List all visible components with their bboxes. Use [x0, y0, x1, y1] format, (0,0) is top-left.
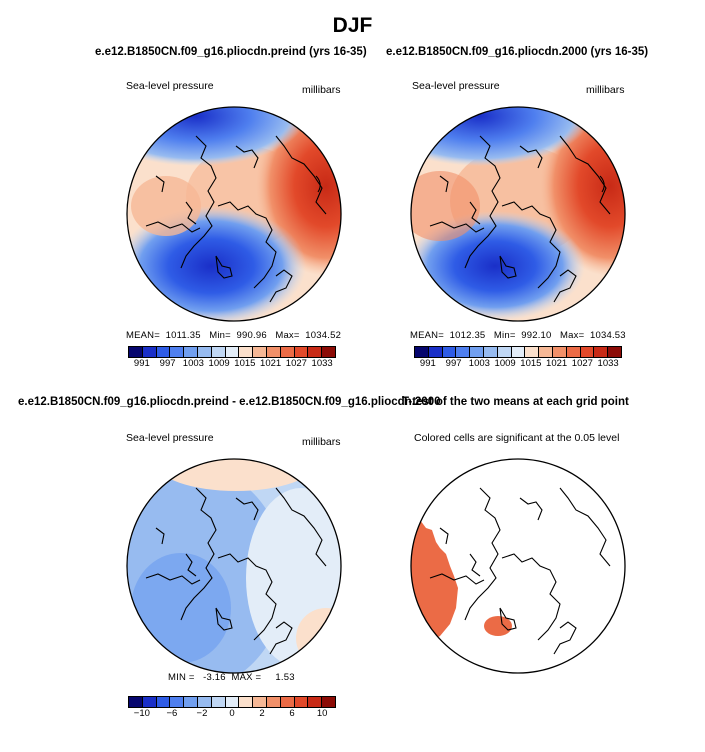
significance-note: Colored cells are significant at the 0.0…: [414, 432, 620, 444]
stats-plio2000: MEAN= 1012.35 Min= 992.10 Max= 1034.53: [410, 330, 626, 341]
colorbar-swatches-preind: [128, 346, 336, 358]
panel-title-ttest: T-test of the two means at each grid poi…: [402, 396, 629, 408]
colorbar-swatch: [170, 697, 185, 707]
colorbar-swatch: [239, 697, 254, 707]
colorbar-swatch: [211, 697, 226, 707]
colorbar-swatch: [239, 347, 254, 357]
colorbar-swatch: [253, 347, 267, 357]
colorbar-label: 991: [419, 358, 436, 369]
colorbar-label: 1003: [182, 358, 204, 369]
colorbar-labels-preind: 991 997 1003 1009 1015 1021 1027 1033: [128, 358, 336, 370]
colorbar-swatch: [483, 347, 498, 357]
colorbar-swatch: [294, 697, 309, 707]
stats-diff: MIN = -3.16 MAX = 1.53: [168, 672, 295, 683]
figure-title: DJF: [332, 14, 373, 37]
colorbar-label: 1015: [234, 358, 256, 369]
colorbar-label: 0: [229, 708, 235, 719]
colorbar-swatch: [129, 347, 143, 357]
colorbar-label: 1027: [285, 358, 307, 369]
variable-label-diff: Sea-level pressure: [126, 432, 214, 444]
colorbar-label: 1003: [468, 358, 490, 369]
panel-title-plio2000: e.e12.B1850CN.f09_g16.pliocdn.2000 (yrs …: [386, 46, 649, 58]
units-label-preind: millibars: [302, 84, 341, 96]
colorbar-label: 2: [259, 708, 265, 719]
colorbar-swatch: [552, 347, 567, 357]
colorbar-swatch: [470, 347, 484, 357]
colorbar-plio2000: 991 997 1003 1009 1015 1021 1027 1033: [414, 346, 622, 370]
colorbar-swatch: [142, 347, 157, 357]
panel-title-diff: e.e12.B1850CN.f09_g16.pliocdn.preind - e…: [18, 396, 441, 408]
colorbar-swatch: [253, 697, 267, 707]
significant-region-south: [484, 616, 512, 636]
colorbar-label: 1009: [494, 358, 516, 369]
colorbar-swatch: [415, 347, 429, 357]
colorbar-swatch: [225, 347, 240, 357]
colorbar-label: −2: [196, 708, 208, 719]
colorbar-swatch: [442, 347, 457, 357]
colorbar-swatch: [184, 697, 198, 707]
colorbar-swatches-diff: [128, 696, 336, 708]
colorbar-swatch: [428, 347, 443, 357]
stats-preind: MEAN= 1011.35 Min= 990.96 Max= 1034.52: [126, 330, 342, 341]
colorbar-swatch: [511, 347, 526, 357]
colorbar-label: 6: [289, 708, 295, 719]
colorbar-swatch: [294, 347, 309, 357]
colorbar-label: 1021: [546, 358, 568, 369]
colorbar-label: 1027: [571, 358, 593, 369]
colorbar-swatch: [308, 697, 323, 707]
colorbar-label: −6: [166, 708, 178, 719]
colorbar-swatch: [580, 347, 595, 357]
colorbar-swatch: [497, 347, 512, 357]
colorbar-swatch: [129, 697, 143, 707]
colorbar-labels-plio2000: 991 997 1003 1009 1015 1021 1027 1033: [414, 358, 622, 370]
colorbar-swatch: [156, 697, 171, 707]
colorbar-swatch: [266, 697, 281, 707]
colorbar-swatch: [308, 347, 323, 357]
colorbar-label: 997: [159, 358, 176, 369]
panel-title-preind: e.e12.B1850CN.f09_g16.pliocdn.preind (yr…: [95, 46, 367, 58]
colorbar-label: −10: [133, 708, 150, 719]
colorbar-label: 1021: [260, 358, 282, 369]
colorbar-swatch: [525, 347, 540, 357]
map-ttest: [410, 458, 626, 674]
colorbar-label: 10: [316, 708, 328, 719]
colorbar-swatch: [184, 347, 198, 357]
units-label-diff: millibars: [302, 436, 341, 448]
colorbar-swatches-plio2000: [414, 346, 622, 358]
variable-label-plio2000: Sea-level pressure: [412, 80, 500, 92]
colorbar-label: 991: [133, 358, 150, 369]
colorbar-swatch: [539, 347, 553, 357]
colorbar-swatch: [280, 697, 295, 707]
colorbar-swatch: [322, 697, 335, 707]
variable-label-preind: Sea-level pressure: [126, 80, 214, 92]
colorbar-preind: 991 997 1003 1009 1015 1021 1027 1033: [128, 346, 336, 370]
colorbar-swatch: [197, 697, 212, 707]
map-diff: [126, 458, 342, 674]
colorbar-swatch: [170, 347, 185, 357]
colorbar-label: 1015: [520, 358, 542, 369]
colorbar-swatch: [225, 697, 240, 707]
colorbar-swatch: [280, 347, 295, 357]
colorbar-label: 1033: [311, 358, 333, 369]
colorbar-labels-diff: −10 −6 −2 0 2 6 10: [128, 708, 336, 720]
colorbar-swatch: [594, 347, 609, 357]
map-plio2000: [410, 106, 626, 322]
colorbar-swatch: [156, 347, 171, 357]
colorbar-diff: −10 −6 −2 0 2 6 10: [128, 696, 336, 720]
map-preind: [126, 106, 342, 322]
colorbar-swatch: [142, 697, 157, 707]
colorbar-swatch: [566, 347, 581, 357]
colorbar-swatch: [608, 347, 621, 357]
colorbar-swatch: [322, 347, 335, 357]
colorbar-label: 997: [445, 358, 462, 369]
colorbar-swatch: [456, 347, 471, 357]
colorbar-swatch: [266, 347, 281, 357]
colorbar-label: 1033: [597, 358, 619, 369]
units-label-plio2000: millibars: [586, 84, 625, 96]
colorbar-swatch: [197, 347, 212, 357]
colorbar-label: 1009: [208, 358, 230, 369]
colorbar-swatch: [211, 347, 226, 357]
